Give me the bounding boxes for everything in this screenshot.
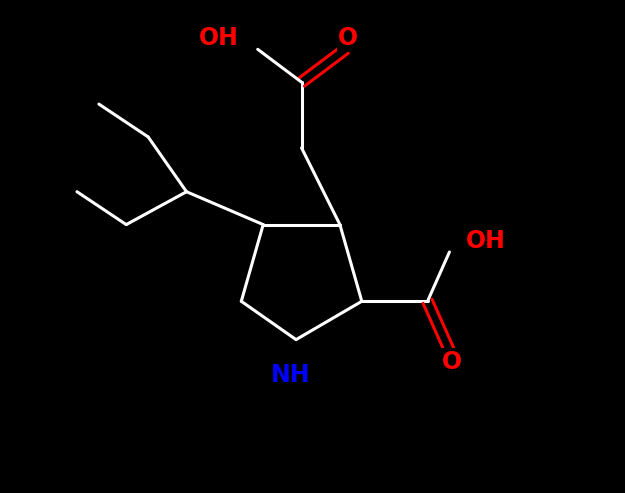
Text: NH: NH <box>271 363 311 387</box>
Text: O: O <box>338 26 358 50</box>
Text: OH: OH <box>466 229 506 253</box>
Text: OH: OH <box>199 26 239 50</box>
Text: O: O <box>442 350 462 374</box>
